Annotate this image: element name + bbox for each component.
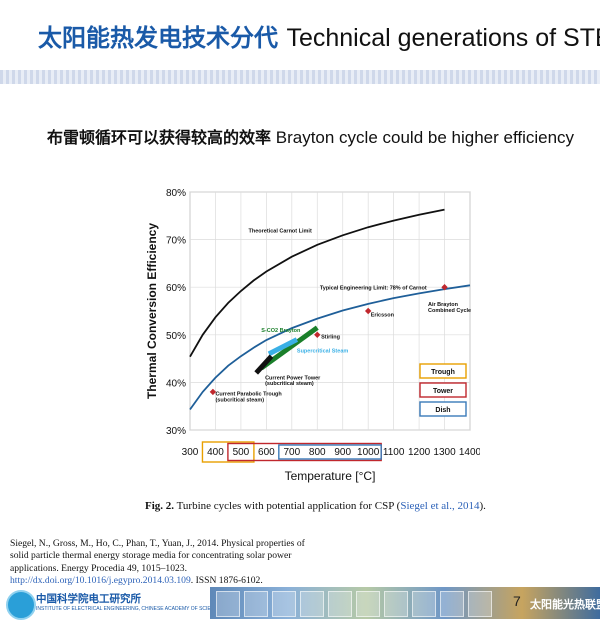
series-line <box>189 208 445 358</box>
x-tick-label: 300 <box>182 447 199 458</box>
y-tick-label: 30% <box>166 426 186 437</box>
data-point-marker <box>209 388 217 396</box>
chart-annotation: (subcritical steam) <box>215 397 264 403</box>
y-tick-label: 50% <box>166 331 186 342</box>
chart-annotation: Supercritical Steam <box>297 348 348 354</box>
y-axis-label: Thermal Conversion Efficiency <box>145 223 159 399</box>
footer-thumbnail <box>440 591 464 617</box>
caption-citation-link[interactable]: Siegel et al., 2014 <box>400 500 480 512</box>
chart-annotation: Current Power Tower <box>265 376 321 382</box>
data-point-marker <box>314 331 321 338</box>
x-tick-label: 1400 <box>459 447 480 458</box>
slide-title: 太阳能热发电技术分代 Technical generations of STE <box>38 18 600 53</box>
figure-caption: Fig. 2. Turbine cycles with potential ap… <box>145 500 486 512</box>
slide-subtitle: 布雷顿循环可以获得较高的效率 Brayton cycle could be hi… <box>47 124 574 148</box>
footer-thumbnail <box>384 591 408 617</box>
chart-annotation: Combined Cycle <box>428 308 471 314</box>
temperature-range-box <box>278 444 382 460</box>
legend-label: Tower <box>433 388 453 395</box>
series-line <box>189 284 471 411</box>
footer-alliance-name: 太阳能光热联盟 <box>530 598 600 611</box>
x-tick-label: 500 <box>233 447 250 458</box>
caption-figure-label: Fig. 2. <box>145 500 175 512</box>
footer-org-english: INSTITUTE OF ELECTRICAL ENGINEERING, CHI… <box>36 606 225 612</box>
legend-label: Dish <box>435 407 450 414</box>
reference-issn: . ISSN 1876-6102. <box>190 574 263 586</box>
x-axis-label: Temperature [°C] <box>285 469 376 483</box>
subtitle-chinese: 布雷顿循环可以获得较高的效率 <box>47 128 272 147</box>
y-tick-label: 60% <box>166 283 186 294</box>
legend-swatch <box>419 382 467 398</box>
x-tick-label: 400 <box>207 447 224 458</box>
chart-annotation: Typical Engineering Limit: 78% of Carnot <box>320 286 427 292</box>
caption-text: Turbine cycles with potential applicatio… <box>176 500 401 512</box>
footer-thumbnail <box>216 591 240 617</box>
chart-annotation: Theoretical Carnot Limit <box>249 228 312 234</box>
x-tick-label: 1100 <box>383 447 405 458</box>
x-tick-label: 1200 <box>408 447 431 458</box>
chart-annotation: Air Brayton <box>428 302 459 308</box>
reference-text: Siegel, N., Gross, M., Ho, C., Phan, T.,… <box>10 538 310 587</box>
page-number: 7 <box>513 593 521 609</box>
title-chinese: 太阳能热发电技术分代 <box>38 24 278 52</box>
footer-thumbnail <box>468 591 492 617</box>
caption-end: ). <box>479 500 486 512</box>
footer-thumbnail <box>412 591 436 617</box>
legend-swatch <box>419 401 467 417</box>
title-english: Technical generations of STE <box>286 24 600 52</box>
chart-annotation: Ericsson <box>371 313 395 319</box>
technology-band <box>267 337 299 357</box>
legend-label: Trough <box>431 369 455 376</box>
subtitle-english: Brayton cycle could be higher efficiency <box>275 128 575 147</box>
institute-logo-icon <box>6 590 36 620</box>
chart-annotation: S-CO2 Brayton <box>261 328 301 334</box>
chart-annotation: Stirling <box>321 335 340 341</box>
x-tick-label: 900 <box>334 447 351 458</box>
footer-bar: 中国科学院电工研究所 INSTITUTE OF ELECTRICAL ENGIN… <box>0 587 600 620</box>
efficiency-chart: 300 400 500 600 700 800 900 1000 1100 1200 1300 140… <box>140 182 482 492</box>
technology-band <box>254 354 274 375</box>
footer-thumbnail <box>356 591 380 617</box>
y-tick-label: 70% <box>166 236 186 247</box>
data-point-marker <box>364 307 372 315</box>
y-tick-label: 80% <box>166 188 186 199</box>
reference-doi-link[interactable]: http://dx.doi.org/10.1016/j.egypro.2014.… <box>10 574 191 586</box>
title-divider-band <box>0 70 600 84</box>
x-tick-label: 1300 <box>433 447 456 458</box>
x-tick-label: 700 <box>283 447 300 458</box>
chart-annotation: Current Parabolic Trough <box>215 392 282 398</box>
footer-thumbnail <box>272 591 296 617</box>
x-tick-label: 600 <box>258 447 275 458</box>
data-point-marker <box>441 284 448 291</box>
y-tick-label: 40% <box>166 378 186 389</box>
chart-annotation: (subcritical steam) <box>265 381 314 387</box>
footer-thumbnail <box>328 591 352 617</box>
efficiency-chart-svg: 300 400 500 600 700 800 900 1000 1100 1200 1300 140… <box>145 188 482 483</box>
technology-band <box>259 325 319 371</box>
temperature-range-box <box>201 441 255 463</box>
footer-photo-strip <box>210 587 600 619</box>
footer-org-chinese: 中国科学院电工研究所 <box>36 593 141 605</box>
footer-thumbnail <box>244 591 268 617</box>
x-tick-label: 800 <box>309 447 326 458</box>
footer-thumbnail <box>300 591 324 617</box>
legend-swatch <box>419 363 467 379</box>
reference-body: Siegel, N., Gross, M., Ho, C., Phan, T.,… <box>10 538 305 574</box>
x-tick-label: 1000 <box>357 447 380 458</box>
